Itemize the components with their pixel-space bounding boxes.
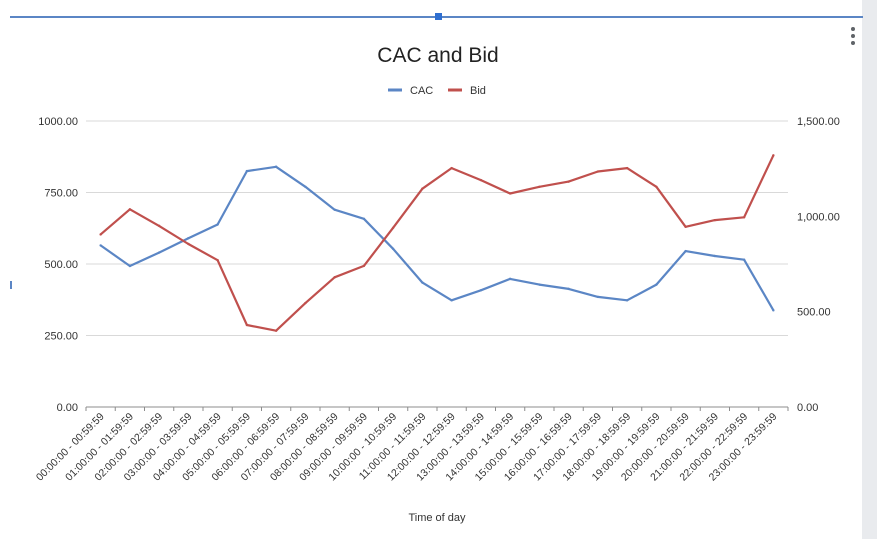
y-tick-label: 750.00 bbox=[44, 188, 78, 200]
data-point-bid bbox=[742, 216, 746, 219]
more-vert-icon[interactable] bbox=[844, 25, 862, 47]
series-line-cac bbox=[99, 165, 775, 311]
resize-handle-top[interactable] bbox=[435, 13, 442, 20]
series-lines bbox=[99, 154, 775, 332]
data-point-cac bbox=[245, 169, 249, 173]
data-point-bid bbox=[596, 170, 600, 173]
data-point-bid bbox=[391, 226, 395, 229]
data-point-cac bbox=[333, 208, 336, 211]
data-point-bid bbox=[450, 166, 453, 170]
data-point-cac bbox=[274, 165, 278, 168]
data-point-bid bbox=[508, 192, 512, 195]
resize-handle-left[interactable] bbox=[10, 281, 12, 289]
right-axis-ticks: 0.00 500.00 1,000.00 1,500.00 bbox=[797, 116, 840, 414]
right-gutter bbox=[862, 0, 877, 539]
y2-tick-label: 1,000.00 bbox=[797, 211, 840, 223]
data-point-cac bbox=[625, 299, 629, 302]
data-point-bid bbox=[187, 242, 190, 246]
data-point-bid bbox=[538, 185, 541, 188]
data-point-bid bbox=[99, 233, 102, 236]
y-tick-label: 500.00 bbox=[44, 259, 78, 271]
y2-tick-label: 500.00 bbox=[797, 307, 831, 319]
data-point-cac bbox=[391, 247, 395, 251]
data-point-cac bbox=[362, 217, 366, 221]
data-point-cac bbox=[304, 185, 307, 188]
data-point-cac bbox=[508, 277, 512, 281]
data-point-cac bbox=[655, 283, 658, 286]
data-point-cac bbox=[596, 295, 600, 299]
data-point-bid bbox=[274, 329, 278, 332]
data-point-cac bbox=[713, 254, 717, 258]
data-point-bid bbox=[713, 218, 717, 222]
data-point-bid bbox=[684, 225, 687, 229]
data-point-bid bbox=[772, 154, 775, 157]
legend-label-cac: CAC bbox=[410, 85, 433, 97]
data-point-cac bbox=[157, 251, 161, 254]
chart-title: CAC and Bid bbox=[377, 44, 498, 67]
data-point-cac bbox=[538, 283, 541, 286]
data-point-cac bbox=[421, 281, 424, 284]
series-line-bid bbox=[99, 154, 775, 332]
data-point-bid bbox=[625, 166, 629, 170]
data-point-cac bbox=[772, 309, 775, 312]
y2-tick-label: 1,500.00 bbox=[797, 116, 840, 128]
data-point-cac bbox=[742, 258, 746, 261]
y2-tick-label: 0.00 bbox=[797, 402, 818, 414]
data-point-cac bbox=[479, 289, 483, 292]
data-point-cac bbox=[567, 287, 570, 291]
data-point-bid bbox=[655, 185, 658, 188]
data-point-cac bbox=[684, 249, 687, 253]
data-point-bid bbox=[245, 323, 249, 327]
data-point-cac bbox=[216, 223, 219, 226]
left-axis-ticks: 0.00 250.00 500.00 750.00 1000.00 bbox=[38, 116, 78, 414]
legend-label-bid: Bid bbox=[470, 85, 486, 97]
x-axis-title: Time of day bbox=[408, 512, 466, 524]
series-points bbox=[99, 154, 775, 332]
data-point-bid bbox=[567, 180, 570, 183]
menu-dot bbox=[851, 41, 855, 45]
data-point-cac bbox=[99, 244, 102, 247]
data-point-bid bbox=[362, 264, 366, 268]
legend: CAC Bid bbox=[388, 85, 486, 97]
data-point-bid bbox=[216, 258, 219, 262]
data-point-cac bbox=[128, 264, 132, 268]
data-point-bid bbox=[304, 301, 307, 305]
y-tick-label: 1000.00 bbox=[38, 116, 78, 128]
data-point-bid bbox=[479, 178, 483, 182]
menu-dot bbox=[851, 34, 855, 38]
data-point-bid bbox=[333, 276, 336, 279]
data-point-cac bbox=[450, 299, 453, 302]
menu-dot bbox=[851, 27, 855, 31]
y-tick-label: 0.00 bbox=[57, 402, 78, 414]
y-tick-label: 250.00 bbox=[44, 331, 78, 343]
data-point-bid bbox=[157, 224, 161, 228]
data-point-bid bbox=[128, 208, 132, 211]
gridlines bbox=[86, 120, 788, 408]
data-point-bid bbox=[421, 187, 424, 190]
data-point-cac bbox=[187, 237, 190, 240]
